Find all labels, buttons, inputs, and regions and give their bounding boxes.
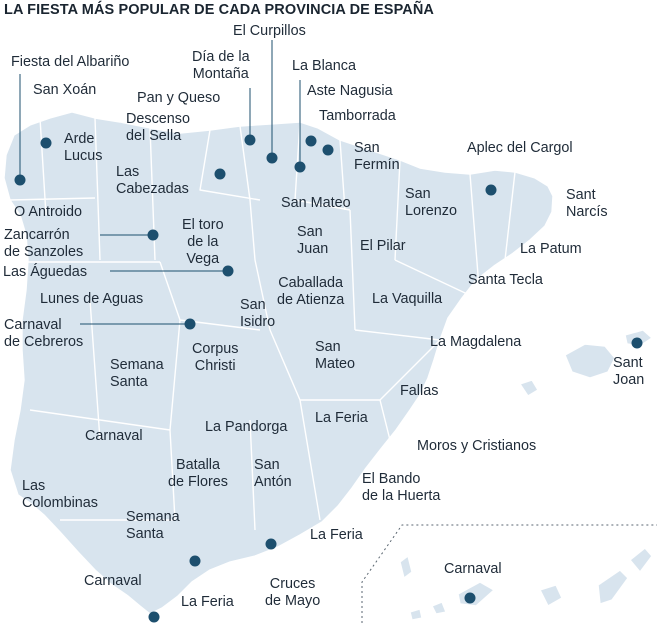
label-san-juan-soria: San Juan [297,224,329,257]
canary-tenerife [457,581,495,607]
label-sant-joan: Sant Joan [613,355,645,388]
label-la-blanca: La Blanca [292,58,357,74]
label-dia-montana: Día de la Montaña [192,49,250,82]
label-fiesta-albarino: Fiesta del Albariño [11,54,130,70]
label-la-vaquilla: La Vaquilla [372,291,443,307]
label-san-xoan: San Xoán [33,82,97,98]
label-cruces-mayo: Cruces de Mayo [265,576,321,609]
label-el-pilar: El Pilar [360,238,406,254]
marker-cruces-mayo [265,538,277,550]
marker-la-blanca [294,161,306,173]
label-toro-vega: El toro de la Vega [182,217,224,267]
label-o-antroido: O Antroido [14,204,82,220]
mainland-spain [3,111,554,615]
label-carnaval-canarias: Carnaval [444,561,502,577]
marker-la-feria-almeria [189,555,201,567]
label-lunes-aguas: Lunes de Aguas [40,291,144,307]
canary-la-palma [399,555,413,579]
label-corpus-christi: Corpus Christi [192,341,239,374]
marker-aplec-cargol [485,184,497,196]
province-borders [9,117,516,531]
label-san-mateo-soria: San Mateo [281,195,351,211]
marker-las-aguedas [222,265,234,277]
label-las-cabezadas: Las Cabezadas [116,164,189,197]
label-san-fermin: San Fermín [354,140,400,173]
marker-dia-montana [244,134,256,146]
marker-tamborrada [322,144,334,156]
canary-gran-canaria [539,584,563,607]
festival-markers [14,134,643,623]
marker-el-curpillos [266,152,278,164]
label-la-pandorga: La Pandorga [205,419,288,435]
canary-la-gomera [431,601,447,615]
map-title: LA FIESTA MÁS POPULAR DE CADA PROVINCIA … [4,2,434,18]
label-zancarron: Zancarrón de Sanzoles [4,227,84,260]
label-carnaval-badajoz: Carnaval [85,428,143,444]
label-moros-cristianos: Moros y Cristianos [417,438,537,454]
canary-el-hierro [409,608,423,621]
label-arde-lucus: Arde Lucus [64,131,103,164]
label-san-anton: San Antón [254,457,292,490]
label-carnaval-cebreros: Carnaval de Cebreros [4,317,84,350]
canary-fuerteventura [597,569,629,605]
marker-fiesta-albarino [14,174,26,186]
label-aste-nagusia: Aste Nagusia [307,83,393,99]
marker-carnaval-cebreros [184,318,196,330]
label-san-lorenzo: San Lorenzo [405,186,458,219]
label-la-feria-albacete: La Feria [315,410,368,426]
label-san-mateo-cuenca: San Mateo [315,339,355,372]
label-la-feria-malaga: La Feria [181,594,234,610]
canary-lanzarote [629,547,653,573]
mallorca [564,343,616,379]
label-semana-santa-sevilla: Semana Santa [126,509,180,542]
label-la-magdalena: La Magdalena [430,334,522,350]
marker-sant-joan [631,337,643,349]
label-san-isidro: San Isidro [240,297,276,330]
label-la-patum: La Patum [520,241,582,257]
label-semana-santa-caceres: Semana Santa [110,357,164,390]
label-batalla-flores: Batalla de Flores [168,457,228,490]
marker-carnaval-canarias [464,592,476,604]
label-sant-narcis: Sant Narcís [566,187,608,220]
ibiza [519,379,539,397]
marker-pan-queso [214,168,226,180]
label-aplec-cargol: Aplec del Cargol [467,140,573,156]
marker-san-xoan [40,137,52,149]
label-descenso-sella: Descenso del Sella [126,111,190,144]
label-caballada: Caballada de Atienza [277,275,345,308]
label-tamborrada: Tamborrada [319,108,396,124]
label-el-curpillos: El Curpillos [233,23,306,39]
label-las-colombinas: Las Colombinas [22,478,98,511]
marker-carnaval-cadiz [148,611,160,623]
label-las-aguedas: Las Águedas [3,264,88,280]
label-santa-tecla: Santa Tecla [468,272,543,288]
marker-zancarron [147,229,159,241]
canary-inset-frame [361,524,657,623]
label-pan-queso: Pan y Queso [137,90,221,106]
label-fallas: Fallas [400,383,439,399]
label-la-feria-almeria: La Feria [310,527,363,543]
label-el-bando-huerta: El Bando de la Huerta [362,471,441,504]
label-carnaval-cadiz: Carnaval [84,573,142,589]
marker-aste-nagusia [305,135,317,147]
